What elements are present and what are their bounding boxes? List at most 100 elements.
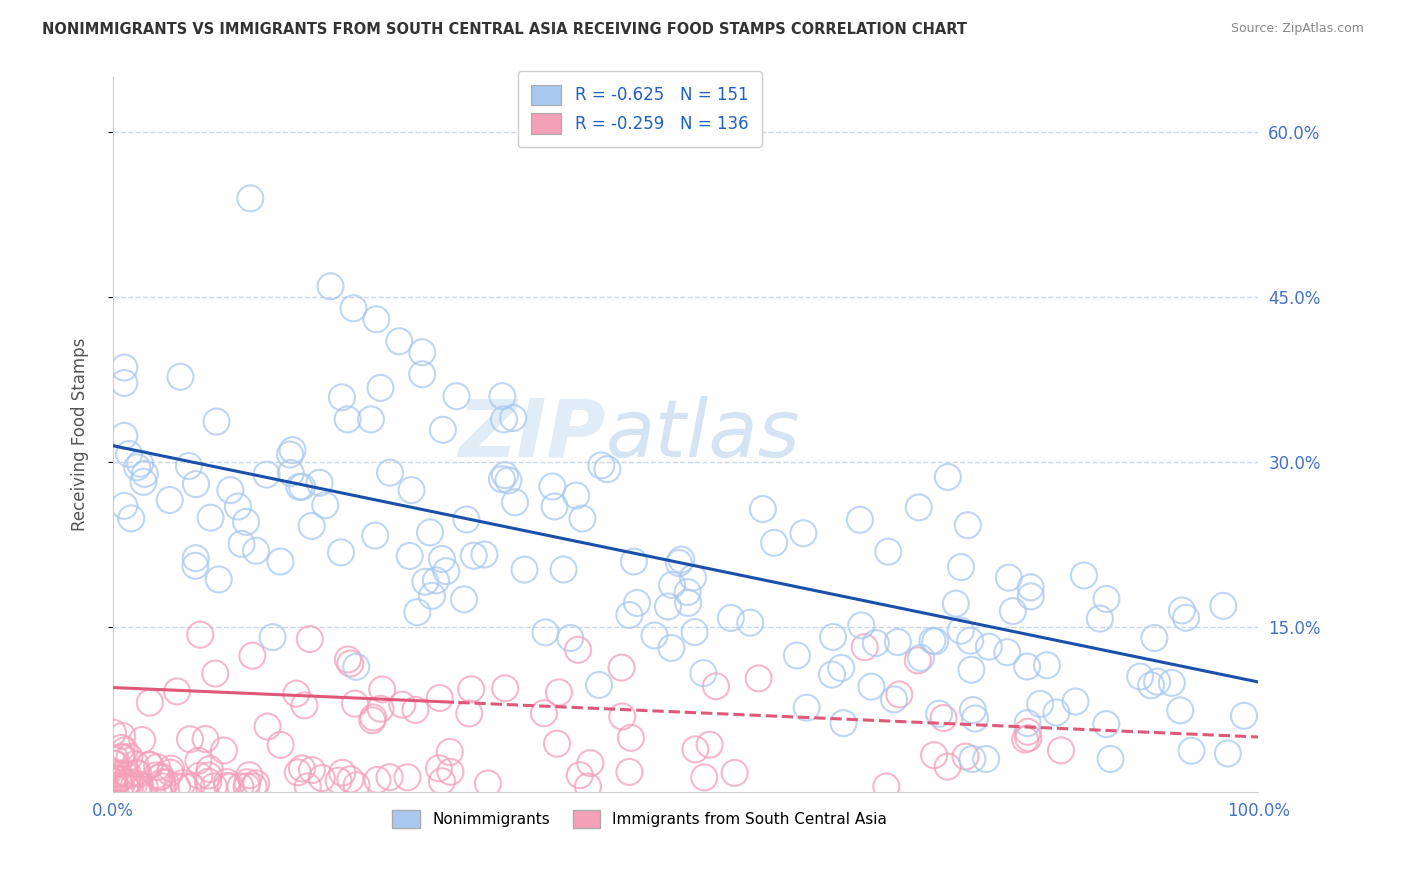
Point (1064, 694, 1087, 708)
Point (949, 624, 972, 638)
Point (907, 653, 929, 667)
Point (287, 765, 309, 780)
Point (1168, 703, 1191, 717)
Point (103, 780, 125, 794)
Point (1099, 752, 1122, 766)
Point (1146, 674, 1168, 689)
Point (693, 771, 716, 785)
Point (1143, 631, 1166, 645)
Point (269, 555, 291, 569)
Point (427, 761, 450, 775)
Text: NONIMMIGRANTS VS IMMIGRANTS FROM SOUTH CENTRAL ASIA RECEIVING FOOD STAMPS CORREL: NONIMMIGRANTS VS IMMIGRANTS FROM SOUTH C… (42, 22, 967, 37)
Point (388, 334, 411, 349)
Point (644, 628, 666, 642)
Point (1095, 717, 1118, 731)
Point (328, 773, 350, 788)
Point (821, 630, 844, 644)
Point (139, 696, 162, 710)
Point (396, 770, 419, 784)
Point (404, 703, 426, 717)
Point (197, 774, 219, 789)
Point (294, 698, 316, 713)
Point (202, 780, 225, 794)
Point (370, 702, 392, 716)
Point (330, 545, 353, 559)
Point (256, 467, 278, 482)
Point (297, 780, 319, 794)
Point (122, 780, 145, 794)
Point (159, 493, 181, 508)
Point (134, 467, 156, 481)
Point (887, 635, 910, 649)
Point (108, 767, 131, 781)
Point (832, 716, 855, 731)
Point (875, 780, 897, 794)
Point (889, 688, 911, 702)
Point (200, 510, 222, 524)
Point (491, 389, 513, 403)
Point (155, 775, 177, 789)
Legend: Nonimmigrants, Immigrants from South Central Asia: Nonimmigrants, Immigrants from South Cen… (387, 804, 893, 834)
Point (494, 468, 516, 483)
Point (281, 443, 304, 458)
Point (619, 607, 641, 622)
Point (361, 710, 384, 724)
Point (959, 633, 981, 648)
Point (560, 631, 582, 645)
Point (208, 573, 231, 587)
Point (503, 495, 526, 509)
Point (288, 480, 311, 494)
Point (430, 774, 453, 789)
Point (104, 752, 127, 766)
Point (434, 564, 457, 578)
Point (172, 776, 194, 790)
Point (860, 680, 883, 694)
Point (339, 657, 361, 671)
Point (129, 457, 152, 471)
Point (134, 780, 156, 794)
Point (1129, 670, 1152, 684)
Point (197, 768, 219, 782)
Point (177, 458, 200, 473)
Point (308, 475, 330, 490)
Point (108, 772, 131, 786)
Point (883, 692, 905, 706)
Point (786, 648, 808, 663)
Point (623, 554, 645, 568)
Point (1001, 604, 1024, 618)
Point (1017, 731, 1039, 746)
Point (419, 525, 441, 540)
Point (1017, 716, 1039, 731)
Point (112, 499, 135, 513)
Point (922, 748, 945, 763)
Point (752, 502, 775, 516)
Point (194, 732, 217, 747)
Point (146, 760, 169, 774)
Point (278, 448, 301, 462)
Point (118, 447, 141, 461)
Point (173, 780, 195, 794)
Point (361, 713, 384, 727)
Point (610, 660, 633, 674)
Point (657, 599, 679, 614)
Point (456, 512, 478, 526)
Point (998, 571, 1021, 585)
Point (1140, 678, 1163, 692)
Point (187, 754, 209, 768)
Point (188, 628, 211, 642)
Point (830, 661, 852, 675)
Point (128, 778, 150, 792)
Point (411, 345, 433, 359)
Point (676, 596, 699, 610)
Point (215, 775, 238, 789)
Point (336, 652, 359, 666)
Point (235, 515, 257, 529)
Point (378, 466, 401, 480)
Point (547, 685, 569, 699)
Point (298, 632, 321, 646)
Point (104, 756, 127, 771)
Point (231, 537, 253, 551)
Point (995, 645, 1018, 659)
Point (474, 548, 496, 562)
Point (360, 412, 382, 426)
